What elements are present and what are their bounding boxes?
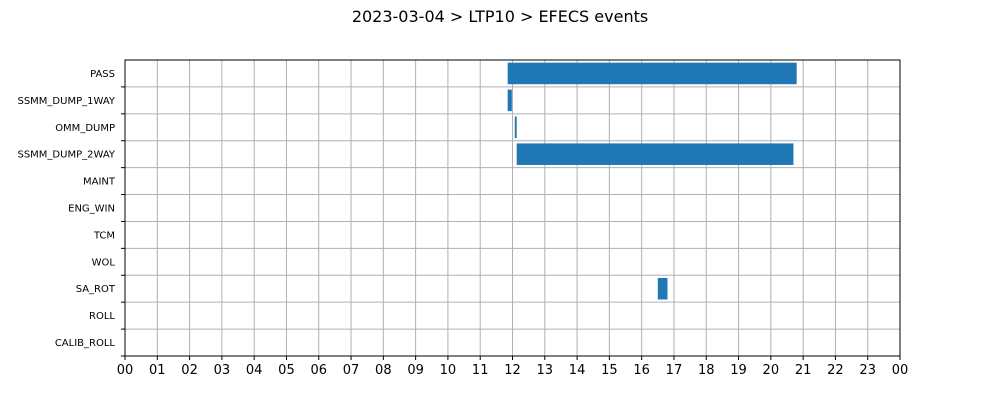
- y-tick-label: TCM: [93, 230, 115, 241]
- y-tick-label: OMM_DUMP: [55, 123, 115, 134]
- event-bar: [507, 89, 512, 112]
- y-tick-label: SSMM_DUMP_1WAY: [17, 96, 115, 107]
- y-tick-label: ENG_WIN: [68, 204, 115, 215]
- x-tick-label: 00: [117, 363, 134, 378]
- event-bar: [657, 277, 668, 300]
- y-tick-label: PASS: [90, 69, 115, 80]
- x-tick-label: 11: [472, 363, 489, 378]
- chart-title: 2023-03-04 > LTP10 > EFECS events: [352, 7, 648, 26]
- y-tick-label: MAINT: [83, 177, 116, 188]
- x-tick-label: 06: [310, 363, 327, 378]
- x-tick-label: 12: [504, 363, 521, 378]
- grid-lines: [124, 60, 901, 356]
- x-tick-label: 15: [601, 363, 618, 378]
- event-bar: [516, 143, 794, 165]
- x-tick-label: 13: [537, 363, 554, 378]
- x-tick-label: 14: [569, 363, 586, 378]
- x-tick-label: 20: [763, 363, 780, 378]
- x-tick-label: 10: [440, 363, 457, 378]
- y-axis-ticks: PASS SSMM_DUMP_1WAY OMM_DUMP SSMM_DUMP_2WAY…: [17, 69, 125, 357]
- x-tick-label: 07: [343, 363, 360, 378]
- x-tick-label: 01: [149, 363, 166, 378]
- x-tick-label: 03: [214, 363, 231, 378]
- x-tick-label: 05: [278, 363, 295, 378]
- x-tick-label: 23: [859, 363, 876, 378]
- event-bar: [514, 116, 517, 139]
- y-tick-label: ROLL: [89, 311, 115, 322]
- y-tick-label: SSMM_DUMP_2WAY: [17, 150, 115, 161]
- x-tick-label: 21: [795, 363, 812, 378]
- event-bar: [507, 62, 797, 85]
- x-tick-label: 16: [633, 363, 650, 378]
- x-tick-label: 04: [246, 363, 263, 378]
- y-tick-label: SA_ROT: [76, 284, 116, 295]
- x-tick-label: 19: [730, 363, 747, 378]
- x-tick-label: 17: [666, 363, 683, 378]
- x-axis-ticks: 00 01 02 03 04 05 06 07 08 09 10 11 12 13 14 15 16 17 18 19…: [117, 356, 909, 378]
- event-bars: [507, 62, 797, 300]
- x-tick-label: 08: [375, 363, 392, 378]
- x-tick-label: 02: [181, 363, 198, 378]
- x-tick-label: 09: [407, 363, 424, 378]
- y-tick-label: CALIB_ROLL: [55, 338, 116, 349]
- y-tick-label: WOL: [92, 257, 116, 268]
- x-tick-label: 00: [892, 363, 909, 378]
- x-tick-label: 18: [698, 363, 715, 378]
- x-tick-label: 22: [827, 363, 844, 378]
